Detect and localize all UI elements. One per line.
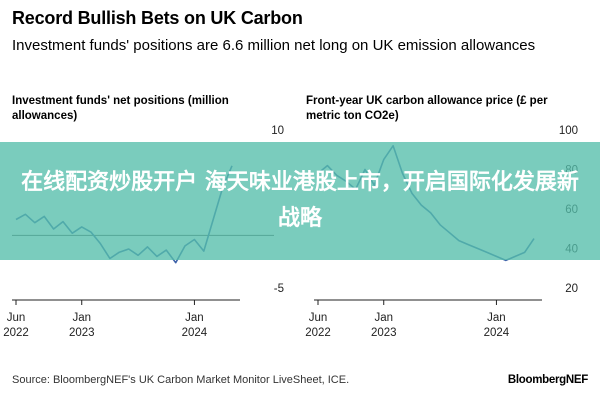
y-tick-label-0-0: 10 (271, 125, 284, 137)
overlay-banner: 在线配资炒股开户 海天味业港股上市，开启国际化发展新战略 (0, 142, 600, 260)
x-tick-label-1-1-1: 2023 (371, 327, 397, 339)
source-note: Source: BloombergNEF's UK Carbon Market … (12, 374, 350, 386)
x-tick-label-1-2-0: Jan (487, 312, 506, 324)
x-tick-label-1-2-1: 2024 (484, 327, 510, 339)
y-tick-label-1-4: 20 (565, 283, 578, 295)
x-tick-label-0-1-0: Jan (72, 312, 91, 324)
chart-title: Record Bullish Bets on UK Carbon (12, 8, 303, 28)
overlay-banner-text: 在线配资炒股开户 海天味业港股上市，开启国际化发展新战略 (21, 170, 579, 231)
x-tick-label-0-2-1: 2024 (182, 327, 208, 339)
x-tick-label-0-0-1: 2022 (3, 327, 29, 339)
chart-subtitle: Investment funds' positions are 6.6 mill… (12, 37, 536, 54)
right-panel-title: Front-year UK carbon allowance price (£ … (306, 95, 548, 122)
x-tick-label-1-0-1: 2022 (305, 327, 331, 339)
y-tick-label-0-1: -5 (274, 283, 284, 295)
brand-logo: BloombergNEF (507, 374, 588, 386)
x-tick-label-1-0-0: Jun (309, 312, 328, 324)
x-tick-label-0-0-0: Jun (7, 312, 26, 324)
y-tick-label-1-0: 100 (559, 125, 578, 137)
x-tick-label-0-1-1: 2023 (69, 327, 95, 339)
x-tick-label-1-1-0: Jan (374, 312, 393, 324)
left-panel-title: Investment funds' net positions (million… (12, 95, 229, 122)
x-tick-label-0-2-0: Jan (185, 312, 204, 324)
